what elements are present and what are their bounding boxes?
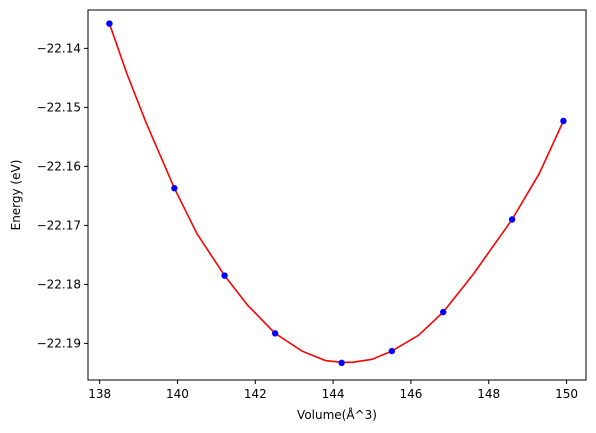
data-point <box>440 308 447 316</box>
x-axis-ticks: 138 140 142 144 146 148 150 <box>88 380 578 401</box>
data-point <box>271 330 279 337</box>
y-tick-label: −22.19 <box>37 336 81 350</box>
x-tick-label: 142 <box>244 387 267 401</box>
data-point <box>338 359 345 367</box>
plot-area <box>106 20 567 367</box>
y-axis-ticks: −22.14 −22.15 −22.16 −22.17 −22.18 −22.19 <box>37 41 88 350</box>
x-tick-label: 140 <box>166 387 189 401</box>
x-tick-label: 148 <box>477 387 500 401</box>
fit-curve <box>108 23 565 364</box>
y-tick-label: −22.17 <box>37 218 81 232</box>
y-tick-label: −22.16 <box>37 159 81 173</box>
y-axis-label: Energy (eV) <box>9 160 23 231</box>
y-tick-label: −22.15 <box>37 100 81 114</box>
x-tick-label: 146 <box>399 387 422 401</box>
data-point <box>171 185 178 192</box>
x-axis-label: Volume(Å^3) <box>297 407 377 422</box>
data-point <box>221 272 228 279</box>
data-point <box>508 216 516 223</box>
y-tick-label: −22.14 <box>37 41 81 55</box>
axes-frame <box>87 9 587 381</box>
x-tick-label: 150 <box>555 387 578 401</box>
x-tick-label: 144 <box>322 387 345 401</box>
data-point <box>106 20 113 27</box>
data-point <box>388 347 396 355</box>
data-point <box>560 117 567 125</box>
x-tick-label: 138 <box>88 387 111 401</box>
y-tick-label: −22.18 <box>37 277 81 291</box>
